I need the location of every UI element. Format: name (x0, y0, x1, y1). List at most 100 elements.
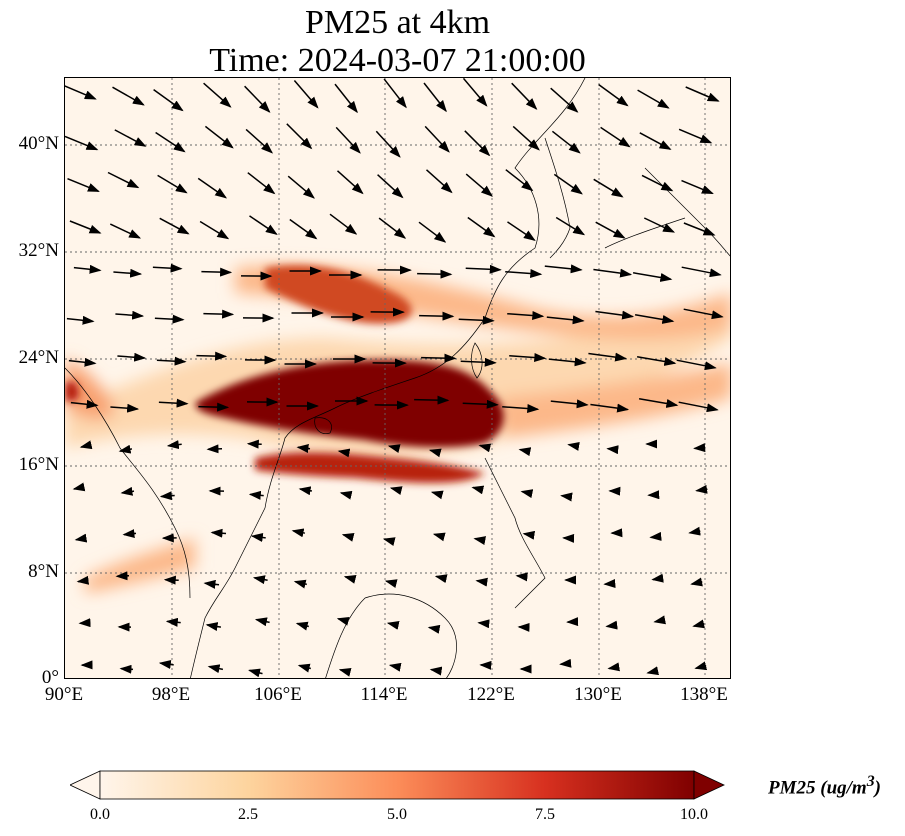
wind-arrow (518, 447, 532, 457)
wind-arrow (206, 444, 223, 454)
wind-arrow (73, 264, 102, 274)
wind-arrow (653, 615, 666, 625)
wind-arrow (593, 178, 624, 198)
wind-arrow (158, 660, 174, 669)
wind-arrow (386, 621, 400, 630)
wind-arrow (551, 130, 581, 154)
wind-arrow (550, 399, 589, 409)
wind-arrow (693, 443, 706, 453)
wind-arrow (65, 85, 97, 100)
wind-arrow (122, 529, 137, 539)
wind-arrow (553, 173, 583, 195)
wind-arrow (375, 130, 401, 158)
wind-arrow (467, 216, 496, 238)
lat-tick-40N: 40°N (18, 133, 59, 154)
wind-arrow (607, 662, 620, 672)
wind-arrow (291, 528, 306, 538)
wind-arrow (595, 310, 635, 320)
wind-arrow (245, 128, 274, 154)
wind-arrow (336, 170, 364, 195)
wind-arrow (462, 78, 488, 107)
wind-arrow (546, 315, 585, 325)
wind-arrow (478, 443, 492, 453)
wind-arrow (66, 315, 95, 325)
wind-arrow (462, 399, 499, 409)
lon-tick-122E: 122°E (467, 684, 515, 705)
wind-arrow (336, 616, 350, 626)
pm25-west-patch (65, 358, 115, 420)
coastline-indochina (190, 507, 266, 678)
wind-arrow (69, 220, 102, 234)
wind-arrow (639, 132, 672, 150)
wind-arrow (421, 353, 457, 363)
colorbar-label: PM25 (ug/m3) (768, 773, 881, 799)
lon-tick-98E: 98°E (151, 684, 191, 705)
wind-arrow (505, 269, 543, 279)
wind-arrow (600, 126, 631, 148)
wind-arrow (254, 617, 270, 627)
chart-subtitle-time: Time: 2024-03-07 21:00:00 (209, 42, 586, 79)
wind-arrow (252, 575, 268, 585)
wind-arrow (289, 218, 318, 240)
wind-arrow (115, 571, 130, 581)
wind-arrow (378, 217, 407, 239)
wind-arrow (651, 573, 664, 583)
wind-arrow (117, 352, 147, 362)
wind-arrow (460, 357, 497, 367)
wind-arrow (471, 485, 485, 495)
wind-arrow (68, 357, 97, 367)
wind-arrow (417, 269, 453, 279)
wind-arrow (107, 171, 140, 189)
wind-arrow (560, 492, 573, 502)
wind-arrow (688, 526, 701, 536)
wind-arrow (678, 401, 719, 413)
coastline-china (264, 78, 586, 509)
pm25-north-core (265, 265, 412, 324)
wind-arrow (67, 178, 100, 192)
wind-arrow (114, 129, 147, 147)
wind-arrow (335, 126, 361, 154)
lon-tick-138E: 138°E (680, 684, 728, 705)
wind-arrow (201, 267, 233, 277)
wind-arrow (637, 89, 670, 109)
wind-arrow (65, 135, 99, 151)
wind-arrow (113, 268, 143, 278)
wind-arrow (204, 125, 234, 149)
wind-arrow (337, 448, 351, 458)
wind-arrow (427, 624, 441, 634)
wind-arrow (681, 266, 722, 278)
wind-arrow (430, 490, 444, 500)
wind-arrow (419, 311, 455, 321)
wind-arrow (605, 620, 618, 630)
coastline-korea (544, 137, 571, 259)
wind-arrow (76, 575, 90, 585)
wind-arrow (112, 86, 145, 106)
wind-arrow (388, 662, 402, 672)
wind-arrow (329, 213, 358, 235)
wind-arrow (154, 314, 185, 324)
wind-arrow (598, 83, 629, 107)
lon-tick-106E: 106°E (254, 684, 302, 705)
coastline-taiwan (471, 342, 483, 379)
wind-arrow (567, 441, 580, 451)
wind-arrow (250, 533, 266, 542)
wind-arrow (465, 264, 502, 274)
wind-arrow (295, 621, 309, 631)
wind-arrow (387, 444, 401, 453)
wind-arrow (423, 82, 447, 113)
coastline-philippines (484, 457, 546, 609)
wind-arrow (383, 78, 407, 109)
wind-arrow (507, 311, 545, 321)
wind-arrow (434, 574, 448, 584)
wind-arrow (153, 88, 184, 112)
pm25-west-core (65, 381, 79, 402)
colorbar-tick-5: 5.0 (387, 806, 407, 823)
wind-arrow (247, 172, 276, 195)
wind-arrow (244, 85, 271, 113)
wind-arrow (649, 531, 662, 541)
wind-arrow (676, 359, 717, 371)
wind-arrow (293, 80, 319, 109)
wind-arrow (475, 577, 488, 587)
wind-arrow (198, 402, 230, 412)
wind-arrow (507, 221, 536, 241)
